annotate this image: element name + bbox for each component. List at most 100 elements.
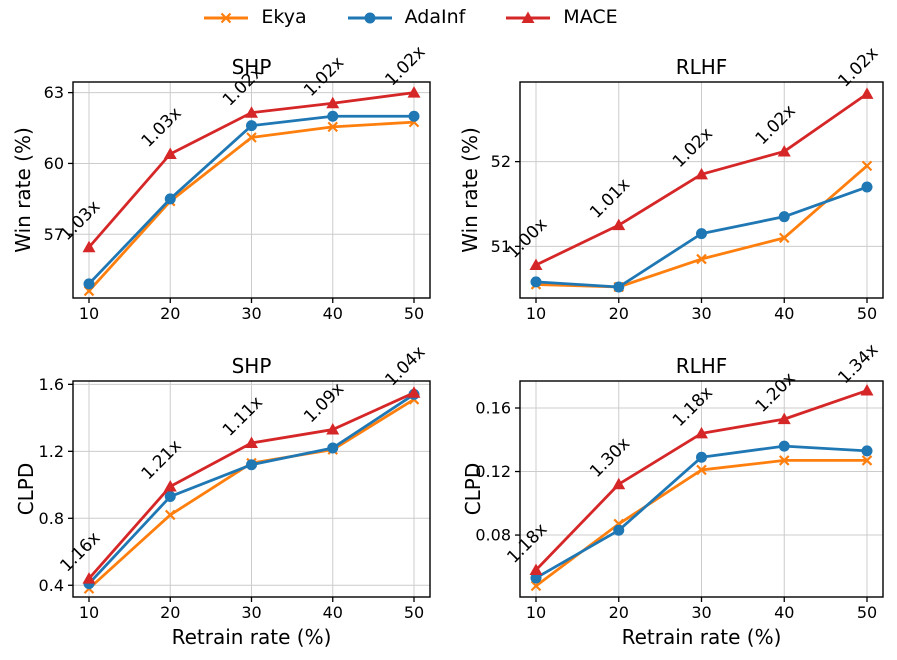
x-tick-label: 10 bbox=[79, 304, 99, 323]
chart-title: RLHF bbox=[676, 55, 728, 79]
x-tick-label: 40 bbox=[774, 603, 794, 622]
x-tick-label: 20 bbox=[609, 304, 629, 323]
x-tick-label: 20 bbox=[160, 304, 180, 323]
x-tick-label: 10 bbox=[526, 304, 546, 323]
legend: Ekya AdaInf MACE bbox=[0, 8, 859, 27]
data-point-marker bbox=[82, 240, 96, 253]
data-point-marker bbox=[696, 464, 707, 476]
data-point-marker bbox=[778, 232, 790, 244]
data-point-marker bbox=[612, 218, 626, 231]
triangle-up-marker bbox=[506, 11, 551, 23]
data-point-marker bbox=[861, 445, 873, 457]
x-tick-label: 50 bbox=[404, 603, 424, 622]
y-axis-label: Win rate (%) bbox=[458, 127, 482, 253]
legend-item-mace: MACE bbox=[505, 6, 618, 28]
chart-title: RLHF bbox=[676, 354, 728, 378]
chart-title: SHP bbox=[232, 354, 272, 378]
data-point-marker bbox=[778, 440, 790, 452]
data-point-marker bbox=[164, 193, 176, 205]
y-tick-label: 0.16 bbox=[475, 399, 511, 418]
data-point-marker bbox=[163, 147, 177, 159]
y-tick-label: 51 bbox=[491, 237, 511, 256]
x-tick-label: 10 bbox=[79, 603, 99, 622]
y-tick-label: 60 bbox=[44, 154, 64, 173]
x-tick-label: 40 bbox=[323, 304, 343, 323]
x-tick-label: 10 bbox=[526, 603, 546, 622]
data-point-marker bbox=[245, 106, 258, 118]
legend-item-adainf: AdaInf bbox=[347, 8, 465, 27]
speedup-annotation: 1.02x bbox=[381, 42, 429, 90]
data-point-marker bbox=[164, 509, 176, 521]
speedup-annotation: 1.02x bbox=[752, 101, 800, 149]
y-tick-label: 0.4 bbox=[39, 576, 64, 595]
data-point-marker bbox=[696, 451, 707, 463]
chart-title: SHP bbox=[232, 55, 272, 79]
circle-marker bbox=[347, 12, 392, 23]
y-axis-label: Win rate (%) bbox=[11, 127, 35, 253]
data-point-marker bbox=[245, 436, 258, 448]
speedup-annotation: 1.01x bbox=[586, 175, 634, 223]
x-tick-label: 40 bbox=[774, 304, 794, 323]
data-point-marker bbox=[695, 426, 708, 439]
speedup-annotation: 1.03x bbox=[138, 104, 186, 152]
x-tick-label: 50 bbox=[404, 304, 424, 323]
data-point-marker bbox=[164, 491, 176, 503]
data-point-marker bbox=[530, 276, 542, 288]
x-tick-label: 30 bbox=[241, 304, 261, 323]
x-marker bbox=[204, 12, 249, 23]
data-point-marker bbox=[163, 479, 177, 492]
speedup-annotation: 1.18x bbox=[669, 383, 717, 431]
speedup-annotation: 1.04x bbox=[381, 342, 429, 390]
x-tick-label: 30 bbox=[691, 304, 711, 323]
y-axis-label: CLPD bbox=[461, 463, 485, 516]
data-point-marker bbox=[221, 12, 232, 23]
data-point-marker bbox=[407, 386, 421, 398]
data-point-marker bbox=[861, 160, 873, 172]
data-point-marker bbox=[860, 384, 874, 396]
speedup-annotation: 1.02x bbox=[669, 124, 717, 172]
data-point-marker bbox=[246, 120, 257, 132]
x-tick-label: 30 bbox=[691, 603, 711, 622]
data-point-marker bbox=[530, 580, 542, 592]
data-point-marker bbox=[778, 455, 790, 466]
y-tick-label: 52 bbox=[491, 152, 511, 171]
speedup-annotation: 1.20x bbox=[752, 369, 800, 417]
y-tick-label: 1.6 bbox=[39, 375, 64, 394]
data-point-marker bbox=[778, 211, 790, 223]
data-point-marker bbox=[861, 181, 873, 193]
speedup-annotation: 1.21x bbox=[138, 436, 186, 484]
x-tick-label: 20 bbox=[609, 603, 629, 622]
data-point-marker bbox=[695, 167, 708, 180]
data-point-marker bbox=[613, 524, 625, 536]
data-point-marker bbox=[408, 110, 420, 122]
data-point-marker bbox=[777, 144, 791, 157]
x-tick-label: 50 bbox=[857, 603, 877, 622]
x-tick-label: 40 bbox=[323, 603, 343, 622]
data-point-marker bbox=[246, 132, 257, 143]
legend-label: MACE bbox=[563, 6, 618, 28]
data-point-marker bbox=[327, 121, 339, 133]
speedup-annotation: 1.09x bbox=[300, 379, 348, 427]
speedup-annotation: 1.30x bbox=[586, 434, 634, 482]
data-point-marker bbox=[529, 258, 543, 270]
data-point-marker bbox=[364, 12, 376, 23]
legend-label: Ekya bbox=[261, 6, 307, 28]
x-tick-label: 20 bbox=[160, 603, 180, 622]
data-point-marker bbox=[327, 110, 339, 122]
data-point-marker bbox=[327, 442, 339, 454]
speedup-annotation: 1.02x bbox=[300, 53, 348, 101]
y-axis-label: CLPD bbox=[14, 463, 38, 516]
speedup-annotation: 1.02x bbox=[834, 43, 882, 91]
data-point-marker bbox=[529, 563, 543, 575]
data-point-marker bbox=[861, 455, 873, 466]
y-tick-label: 0.12 bbox=[475, 462, 511, 481]
data-point-marker bbox=[407, 86, 421, 98]
data-point-marker bbox=[521, 11, 535, 23]
data-point-marker bbox=[696, 228, 707, 240]
speedup-annotation: 1.11x bbox=[219, 392, 267, 440]
